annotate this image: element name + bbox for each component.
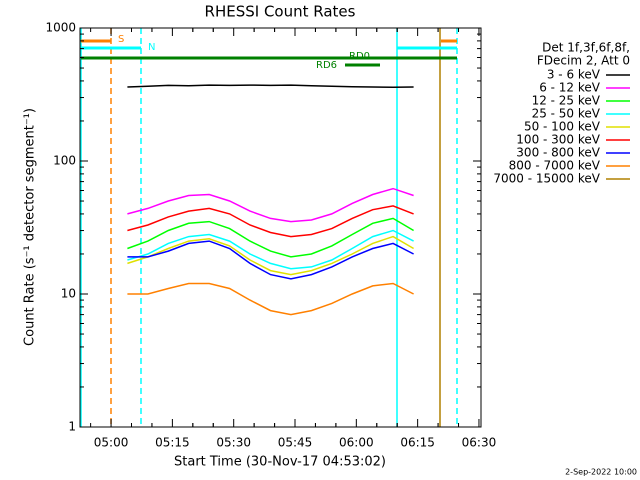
legend-label: 7000 - 15000 keV xyxy=(493,172,600,186)
series-line xyxy=(127,84,414,89)
chart-title: RHESSI Count Rates xyxy=(205,3,356,21)
legend-label: 100 - 300 keV xyxy=(516,133,600,147)
x-tick-label: 06:15 xyxy=(400,436,435,450)
event-lines xyxy=(80,28,458,427)
legend-label: 3 - 6 keV xyxy=(547,68,601,82)
series-line xyxy=(127,240,414,280)
y-axis-label: Count Rate (s⁻¹ detector segment⁻¹) xyxy=(23,108,38,346)
x-tick-label: 06:00 xyxy=(339,436,374,450)
legend-header: Det 1f,3f,6f,8f, xyxy=(542,41,630,55)
x-tick-label: 05:45 xyxy=(278,436,313,450)
series-line xyxy=(127,282,414,316)
series-line xyxy=(127,229,414,270)
legend-label: 25 - 50 keV xyxy=(532,107,601,121)
flag-label: S xyxy=(118,34,124,45)
series-line xyxy=(127,235,414,276)
x-tick-label: 06:30 xyxy=(462,436,497,450)
flag-label: RD0 xyxy=(349,51,370,62)
y-tick-label: 1000 xyxy=(45,21,76,35)
legend-label: 12 - 25 keV xyxy=(532,94,601,108)
y-tick-label: 100 xyxy=(53,154,76,168)
footer: 2-Sep-2022 10:00 xyxy=(565,468,637,477)
legend-label: 6 - 12 keV xyxy=(539,81,601,95)
y-tick-label: 10 xyxy=(61,287,76,301)
legend-label: 800 - 7000 keV xyxy=(509,159,601,173)
plot-frame xyxy=(79,27,482,428)
legend-label: 50 - 100 keV xyxy=(524,120,601,134)
legend-label: 300 - 800 keV xyxy=(516,146,600,160)
flag-bars xyxy=(81,39,457,67)
series-line xyxy=(127,205,414,238)
y-tick-label: 1 xyxy=(68,420,76,434)
x-tick-label: 05:30 xyxy=(216,436,251,450)
legend-header: FDecim 2, Att 0 xyxy=(537,54,630,68)
x-axis-label: Start Time (30-Nov-17 04:53:02) xyxy=(174,455,386,470)
series-line xyxy=(127,217,414,258)
flag-label: RD6 xyxy=(316,60,337,71)
series-line xyxy=(127,187,414,223)
x-tick-label: 05:15 xyxy=(155,436,190,450)
flag-label: N xyxy=(148,42,155,53)
x-tick-label: 05:00 xyxy=(94,436,129,450)
